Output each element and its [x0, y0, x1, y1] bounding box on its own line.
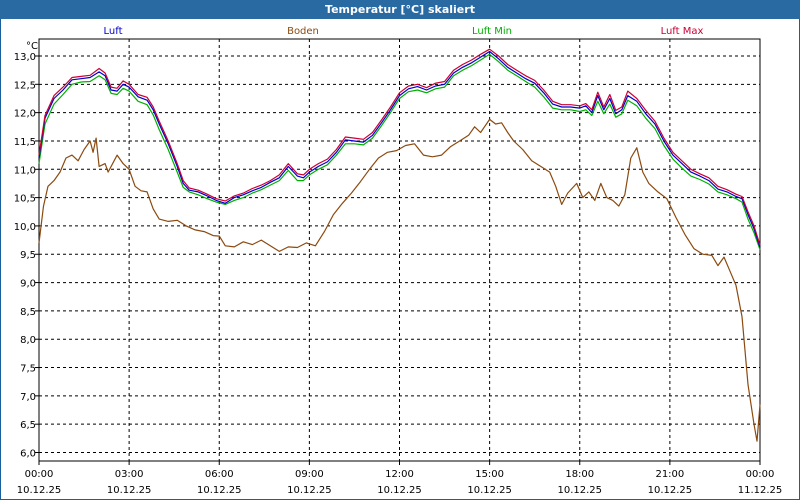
- y-tick-label: 12,0: [14, 109, 36, 120]
- y-tick-label: 8,0: [20, 335, 36, 346]
- series-layer: [38, 48, 761, 442]
- legend-luft-max: Luft Max: [661, 26, 704, 37]
- x-tick-date: 10.12.25: [287, 485, 332, 496]
- axes-layer: [35, 38, 761, 465]
- y-tick-label: 6,0: [20, 449, 36, 460]
- series-line-boden: [38, 118, 761, 442]
- y-tick-label: 6,5: [20, 420, 36, 431]
- labels-layer: 13,0 12,5 12,0 11,5 11,0 10,5 10,0 9,5 9,0 8,5 8,0…: [14, 26, 783, 496]
- legend-luft-min: Luft Min: [472, 26, 512, 37]
- x-tick-date: 11.12.25: [738, 485, 783, 496]
- y-tick-label: 10,5: [14, 194, 36, 205]
- x-tick-time: 03:00: [115, 469, 144, 480]
- y-tick-label: 13,0: [14, 52, 36, 63]
- x-tick-date: 10.12.25: [467, 485, 512, 496]
- x-tick-time: 09:00: [295, 469, 324, 480]
- x-tick-date: 10.12.25: [648, 485, 693, 496]
- legend-boden: Boden: [287, 26, 319, 37]
- series-line-luft-max: [38, 48, 761, 246]
- plot-border: [38, 38, 761, 462]
- y-tick-label: 11,0: [14, 165, 36, 176]
- y-tick-label: 12,5: [14, 80, 36, 91]
- y-tick-label: 7,5: [20, 364, 36, 375]
- y-tick-label: 8,5: [20, 307, 36, 318]
- series-line-luft-min: [38, 53, 761, 250]
- y-tick-label: 11,5: [14, 137, 36, 148]
- x-tick-date: 10.12.25: [17, 485, 62, 496]
- y-tick-label: 9,0: [20, 279, 36, 290]
- x-tick-time: 00:00: [25, 469, 54, 480]
- x-tick-time: 21:00: [655, 469, 684, 480]
- x-tick-date: 10.12.25: [557, 485, 602, 496]
- chart-title: Temperatur [°C] skaliert: [0, 0, 800, 19]
- x-tick-time: 06:00: [205, 469, 234, 480]
- x-tick-time: 18:00: [565, 469, 594, 480]
- x-tick-time: 15:00: [475, 469, 504, 480]
- x-tick-date: 10.12.25: [197, 485, 242, 496]
- y-tick-label: 10,0: [14, 222, 36, 233]
- series-line-luft: [38, 50, 761, 248]
- legend-luft: Luft: [104, 26, 123, 37]
- x-tick-time: 00:00: [746, 469, 775, 480]
- x-tick-date: 10.12.25: [377, 485, 422, 496]
- y-tick-label: 7,0: [20, 392, 36, 403]
- y-axis-unit: °C: [26, 41, 38, 52]
- x-tick-date: 10.12.25: [107, 485, 152, 496]
- grid-layer: [38, 39, 761, 461]
- y-tick-label: 9,5: [20, 250, 36, 261]
- x-tick-time: 12:00: [385, 469, 414, 480]
